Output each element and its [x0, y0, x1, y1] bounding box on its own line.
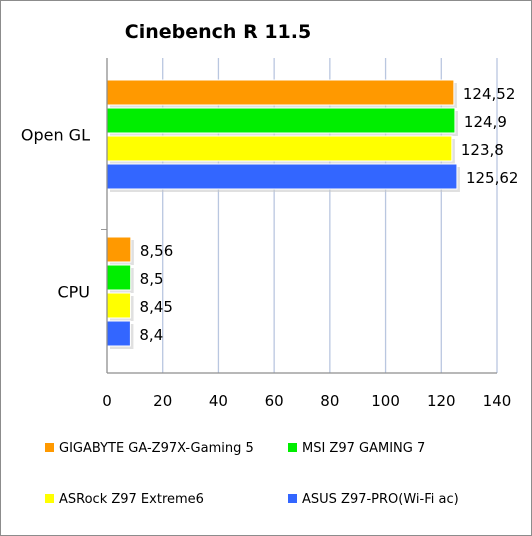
data-label: 123,8 [461, 141, 504, 159]
bar [106, 320, 131, 347]
legend-swatch [288, 494, 297, 503]
bar [106, 236, 132, 263]
plot-area: 124,52 124,9 123,8 125,62 Open GL 8,56 8,5 8,45… [21, 58, 518, 410]
legend-swatch [45, 443, 54, 452]
x-tick-label: 40 [209, 392, 228, 410]
legend-label: MSI Z97 GAMING 7 [302, 441, 425, 456]
x-tick-label: 140 [483, 392, 512, 410]
bar [106, 107, 456, 134]
x-tick-label: 80 [320, 392, 339, 410]
x-tick-label: 20 [153, 392, 172, 410]
bar [106, 264, 132, 291]
data-label: 8,45 [140, 298, 173, 316]
x-tick-label: 120 [427, 392, 456, 410]
data-label: 124,9 [464, 113, 507, 131]
bar [106, 79, 455, 106]
category-label: Open GL [21, 126, 90, 145]
legend-swatch [288, 443, 297, 452]
x-tick-label: 100 [371, 392, 400, 410]
data-label: 8,4 [139, 326, 163, 344]
legend-label: GIGABYTE GA-Z97X-Gaming 5 [59, 441, 254, 456]
data-label: 8,5 [140, 270, 164, 288]
legend-label: ASRock Z97 Extreme6 [59, 492, 204, 507]
bar [106, 135, 453, 162]
legend-label: ASUS Z97-PRO(Wi-Fi ac) [302, 492, 459, 507]
bar [106, 292, 132, 319]
legend: GIGABYTE GA-Z97X-Gaming 5 MSI Z97 GAMING … [45, 441, 459, 507]
data-label: 125,62 [466, 169, 518, 187]
data-label: 124,52 [463, 85, 516, 103]
data-label: 8,56 [140, 242, 173, 260]
legend-swatch [45, 494, 54, 503]
x-tick-label: 60 [265, 392, 284, 410]
x-tick-label: 0 [102, 392, 112, 410]
chart-title: Cinebench R 11.5 [125, 21, 311, 43]
bar [106, 163, 458, 190]
category-label: CPU [57, 283, 90, 302]
